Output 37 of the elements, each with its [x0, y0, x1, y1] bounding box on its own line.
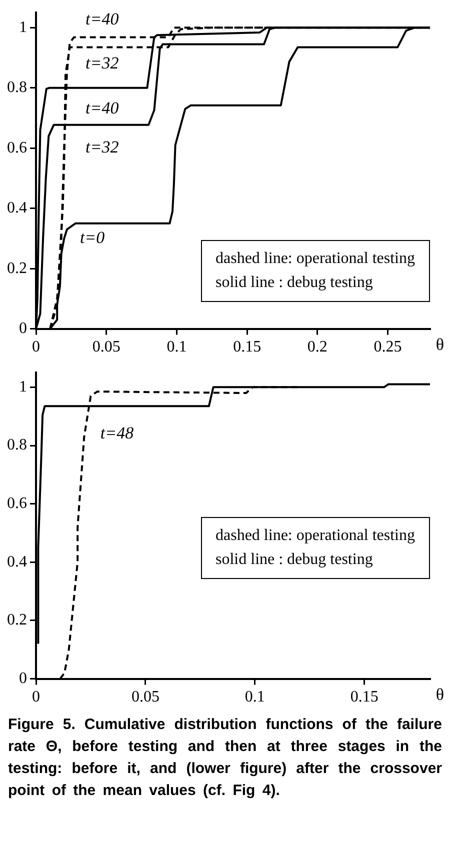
y-tick-label: 0.2: [7, 612, 27, 629]
y-tick-label: 0.6: [7, 139, 27, 156]
x-tick-label: 0.15: [350, 688, 378, 706]
x-tick-label: 0: [32, 688, 40, 706]
x-tick-label: 0.25: [374, 338, 402, 356]
annotation: solid line : debug testing: [216, 550, 374, 570]
x-axis-title: θ: [436, 684, 444, 704]
series-label: t=32: [86, 138, 120, 157]
x-tick-label: 0.05: [131, 688, 160, 706]
x-tick-label: 0.1: [244, 688, 265, 706]
series-label: t=0: [80, 228, 106, 247]
annotation: dashed line: operational testing: [216, 249, 415, 270]
series-label: t=40: [86, 10, 120, 29]
y-tick-label: 0.6: [7, 495, 27, 512]
y-tick-label: 0.2: [7, 260, 27, 277]
annotation: solid line : debug testing: [216, 273, 374, 294]
y-tick-label: 0: [19, 320, 27, 338]
y-tick-label: 0.4: [7, 553, 27, 570]
x-tick-label: 0: [32, 338, 40, 356]
annotation: dashed line: operational testing: [216, 526, 415, 546]
x-tick-label: 0.1: [166, 338, 187, 356]
x-axis-title: θ: [436, 334, 444, 354]
series-label: t=32: [86, 53, 120, 72]
text-box: dashed line: operational testing solid line : debug testing: [200, 240, 430, 302]
text: Figure 5. Cumulative distribution functions of the failure rate Θ, before testing and then at three stages in the testing: before it, and (lower figure) after the crossover point of the mean values (cf. Fig 4).: [7, 715, 443, 801]
x-tick-label: 0.05: [92, 338, 120, 356]
series-label: t=48: [100, 423, 134, 442]
y-tick-label: 0: [19, 670, 27, 688]
x-tick-label: 0.2: [307, 338, 328, 356]
y-tick-label: 0.8: [7, 79, 27, 96]
series-label: t=40: [86, 98, 120, 118]
y-tick-label: 1: [19, 18, 27, 36]
text-box: dashed line: operational testing solid line : debug testing: [200, 516, 430, 578]
y-tick-label: 0.4: [7, 200, 27, 217]
y-tick-label: 1: [19, 378, 27, 396]
x-tick-label: 0.15: [233, 338, 262, 356]
y-tick-label: 0.8: [7, 436, 27, 454]
